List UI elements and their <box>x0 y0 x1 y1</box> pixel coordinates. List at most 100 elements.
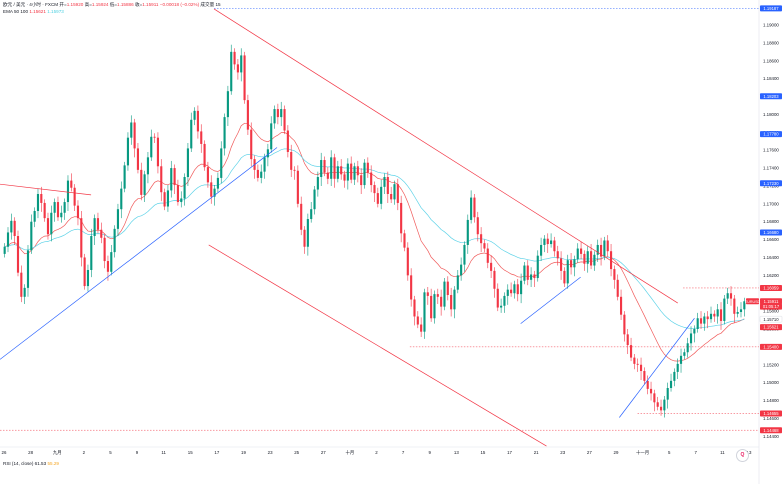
price-label-box <box>760 93 782 100</box>
time-tick-label: 13 <box>747 450 752 455</box>
candle-body <box>340 166 343 175</box>
candle-body <box>343 174 346 181</box>
candle-body <box>460 264 463 276</box>
candle-body <box>436 294 439 297</box>
time-tick-label: 27 <box>321 450 326 455</box>
open-label: 开= <box>59 2 67 7</box>
trendline <box>208 244 547 447</box>
candle-body <box>113 228 116 253</box>
candle-body <box>573 259 576 268</box>
candle-body <box>490 262 493 271</box>
candle-body <box>236 64 239 73</box>
candle-body <box>3 246 6 254</box>
candle-body <box>226 91 229 118</box>
candle-body <box>83 257 86 287</box>
price-tick-label: 1.15000 <box>763 380 779 385</box>
candle-body <box>276 109 279 118</box>
candle-body <box>676 363 679 372</box>
candle-body <box>26 250 30 288</box>
candle-body <box>553 240 556 252</box>
candle-body <box>493 270 496 289</box>
price-tick-label: 1.19000 <box>763 23 779 28</box>
candle-body <box>540 244 543 256</box>
candle-body <box>689 333 693 344</box>
candle-body <box>263 157 266 172</box>
candle-body <box>590 251 593 266</box>
price-label-box <box>760 5 782 12</box>
time-tick-label: 十月 <box>345 449 354 456</box>
candle-body <box>363 162 366 186</box>
candle-body <box>729 293 733 299</box>
time-tick-label: 27 <box>587 450 592 455</box>
candle-body <box>629 345 633 358</box>
price-tick-label: 1.16800 <box>763 219 779 224</box>
candle-body <box>713 313 716 317</box>
candle-body <box>120 188 123 210</box>
candle-body <box>213 188 216 197</box>
candle-body <box>70 180 73 188</box>
candle-body <box>739 309 743 313</box>
candle-body <box>570 260 573 268</box>
symbol-header: 欧元 / 美元 · 4小时 · FXCM 开=1.15920 高=1.15924… <box>3 2 221 8</box>
horizontal-levels <box>0 8 759 431</box>
candle-body <box>709 313 713 320</box>
candle-body <box>380 186 383 204</box>
time-tick-label: 25 <box>294 450 299 455</box>
candle-body <box>673 371 676 381</box>
candle-body <box>53 202 56 213</box>
candle-body <box>20 272 23 297</box>
candle-body <box>73 187 76 206</box>
time-tick-label: 13 <box>454 450 459 455</box>
price-label-text: 1.17230 <box>763 181 779 186</box>
price-tick-label: 1.17600 <box>763 148 779 153</box>
candle-body <box>246 100 249 130</box>
candle-body <box>663 399 666 411</box>
candle-body <box>533 274 536 279</box>
candle-body <box>413 299 416 317</box>
candle-body <box>426 292 429 296</box>
candle-body <box>623 314 626 335</box>
candle-body <box>16 236 20 273</box>
trendline <box>520 276 581 324</box>
price-tick-label: 1.18000 <box>763 112 779 117</box>
candle-body <box>360 175 363 186</box>
candle-body <box>719 309 723 321</box>
candle-body <box>233 51 236 65</box>
candle-body <box>626 334 629 346</box>
candle-body <box>443 281 446 307</box>
candle-body <box>186 148 189 178</box>
time-tick-label: 28 <box>28 450 33 455</box>
time-tick-label: 15 <box>188 450 193 455</box>
candle-body <box>616 279 619 297</box>
candle-body <box>146 157 150 175</box>
candle-body <box>383 177 386 187</box>
candle-body <box>649 388 653 394</box>
close-label: 收= <box>134 2 143 7</box>
candle-body <box>480 234 483 244</box>
candle-body <box>206 167 209 183</box>
trendlines <box>0 8 695 447</box>
rsi-legend[interactable]: RSI (14, close) 61.53 55.29 <box>3 461 59 466</box>
candle-body <box>136 148 140 170</box>
time-tick-label: 26 <box>2 450 7 455</box>
candle-body <box>96 218 100 230</box>
candle-body <box>683 352 686 356</box>
candle-body <box>330 157 333 179</box>
candle-body <box>313 189 316 210</box>
low-value: 1.15886 <box>117 2 134 7</box>
candle-body <box>613 269 616 280</box>
candle-body <box>456 275 459 290</box>
candle-body <box>293 169 296 171</box>
price-label-box <box>760 180 782 187</box>
trendline <box>213 8 678 304</box>
tradingview-logo-icon[interactable]: Q <box>736 449 749 462</box>
rsi-value2: 55.29 <box>47 461 59 466</box>
price-tick-label: 1.16400 <box>763 255 779 260</box>
ema-legend[interactable]: EMA 50 100 1.15621 1.15973 <box>3 9 64 15</box>
candle-body <box>463 244 466 265</box>
time-tick-label: 7 <box>402 450 405 455</box>
candle-body <box>743 301 746 310</box>
candle-body <box>266 149 269 158</box>
candle-body <box>723 298 726 321</box>
